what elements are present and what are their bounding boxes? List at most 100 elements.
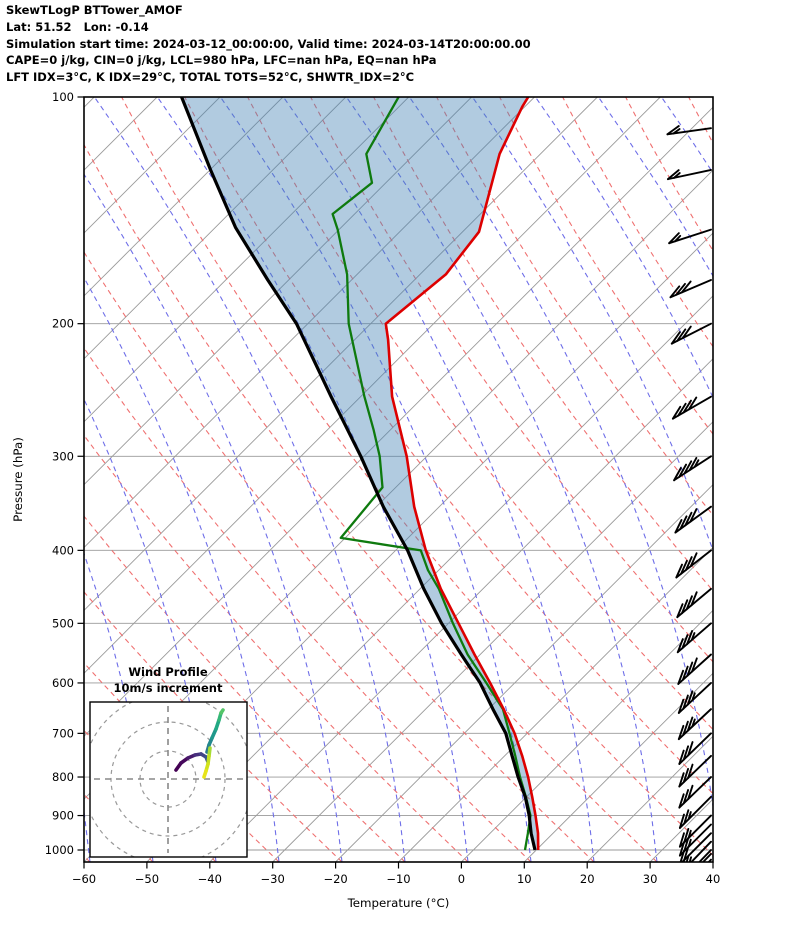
barb-full (682, 767, 690, 784)
barb-full (683, 827, 690, 844)
x-tick-label: −60 (72, 872, 96, 886)
dry-adiabat-line (121, 97, 713, 856)
isotherm-line (146, 295, 713, 862)
axis-ticks (77, 96, 714, 869)
barb-full (675, 563, 683, 579)
dry-adiabat-line (373, 97, 713, 592)
isotherm-line (84, 97, 347, 360)
header-cape-cin: CAPE=0 j/kg, CIN=0 j/kg, LCL=980 hPa, LF… (6, 53, 437, 68)
moist-adiabat-line (534, 97, 713, 399)
isotherm-line (84, 97, 221, 234)
header-title: SkewTLogP BTTower_AMOF (6, 3, 183, 17)
barb-full (687, 741, 694, 757)
barb-full (685, 874, 689, 888)
dewpoint-curve (331, 97, 532, 851)
barb-half (673, 172, 681, 179)
barb-half (687, 838, 692, 848)
wind-barb (673, 455, 712, 482)
barb-full (679, 515, 688, 530)
wind-barb (701, 852, 712, 862)
y-tick-label: 100 (52, 90, 74, 104)
moist-adiabat-line (345, 97, 658, 862)
dry-adiabat-line (562, 97, 713, 348)
y-tick-label: 200 (52, 317, 74, 331)
barb-full (678, 832, 685, 848)
barb-half (693, 459, 700, 468)
wind-barb (678, 795, 712, 829)
moist-adiabat-line (787, 97, 794, 862)
x-tick-label: −40 (198, 872, 222, 886)
wind-barb (682, 840, 712, 862)
dry-adiabat-line (688, 97, 713, 145)
wind-barb (678, 754, 712, 788)
wind-barb (667, 169, 712, 181)
dry-adiabat-line (499, 97, 713, 436)
x-tick-label: −20 (323, 872, 347, 886)
barb-full (685, 556, 693, 571)
barb-full (671, 405, 682, 420)
barb-full (686, 716, 694, 732)
barb-full (675, 282, 686, 296)
y-tick-label: 900 (52, 809, 74, 823)
x-tick-label: −30 (261, 872, 285, 886)
isotherm-line (398, 546, 713, 862)
barb-full (683, 460, 693, 475)
y-tick-label: 1000 (45, 843, 74, 857)
x-tick-label: 0 (458, 872, 465, 886)
barb-full (685, 864, 689, 877)
barb-staff (698, 849, 712, 862)
barb-full (678, 463, 688, 478)
dry-adiabat-line (310, 97, 713, 663)
isotherm-line (712, 861, 713, 862)
moist-adiabat-line (93, 97, 406, 862)
barb-full (677, 724, 685, 741)
barb-full (690, 591, 698, 607)
isotherm-line (335, 483, 713, 862)
barb-full (685, 854, 690, 862)
dry-adiabat-line (84, 729, 217, 862)
wind-barb (675, 549, 712, 579)
wind-barb (674, 505, 712, 534)
barb-full (682, 720, 689, 736)
barb-full (681, 878, 685, 892)
isotherm-grid (84, 97, 713, 862)
moist-adiabat-line (84, 173, 343, 862)
isotherm-line (84, 97, 472, 486)
wind-barb (676, 622, 712, 654)
isotherm-line (209, 358, 713, 862)
wind-barb (669, 279, 712, 299)
barb-full (689, 508, 698, 523)
wind-barb (678, 776, 712, 809)
isotherm-line (523, 672, 713, 862)
barb-half (690, 632, 696, 642)
wind-barb (668, 228, 712, 245)
moist-adiabat-line (84, 276, 280, 862)
header-block: SkewTLogP BTTower_AMOF Lat: 51.52 Lon: -… (6, 2, 531, 86)
barb-full (676, 603, 684, 619)
x-axis-label: Temperature (°C) (347, 896, 450, 910)
barb-full (673, 467, 682, 482)
wind-barb (671, 395, 712, 420)
isotherm-line (84, 97, 535, 549)
barb-full (669, 285, 681, 299)
barb-full (678, 813, 685, 829)
parcel-curve (180, 97, 537, 851)
barb-full (670, 331, 681, 345)
barb-half (687, 829, 692, 839)
barb-full (678, 793, 685, 809)
moist-adiabat-line (156, 97, 469, 862)
dry-adiabats (84, 97, 713, 862)
x-tick-label: 20 (580, 872, 595, 886)
wind-barb (676, 587, 712, 619)
wind-barb (677, 708, 712, 741)
barb-full (689, 552, 698, 568)
x-tick-label: −50 (135, 872, 159, 886)
x-tick-label: 10 (517, 872, 532, 886)
header-times: Simulation start time: 2024-03-12_00:00:… (6, 36, 531, 51)
barb-full (688, 456, 698, 472)
plot-background (84, 97, 794, 892)
isotherm-line (84, 97, 598, 612)
